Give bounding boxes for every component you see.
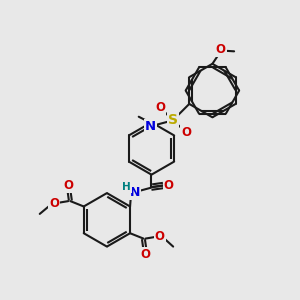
Text: O: O bbox=[49, 197, 59, 210]
Text: N: N bbox=[145, 120, 156, 133]
Text: O: O bbox=[164, 179, 173, 193]
Text: O: O bbox=[181, 126, 191, 139]
Text: H: H bbox=[122, 182, 131, 192]
Text: O: O bbox=[141, 248, 151, 260]
Text: O: O bbox=[63, 179, 73, 192]
Text: S: S bbox=[168, 113, 178, 127]
Text: N: N bbox=[130, 186, 140, 199]
Text: O: O bbox=[155, 101, 165, 114]
Text: O: O bbox=[216, 43, 226, 56]
Text: O: O bbox=[155, 230, 165, 243]
